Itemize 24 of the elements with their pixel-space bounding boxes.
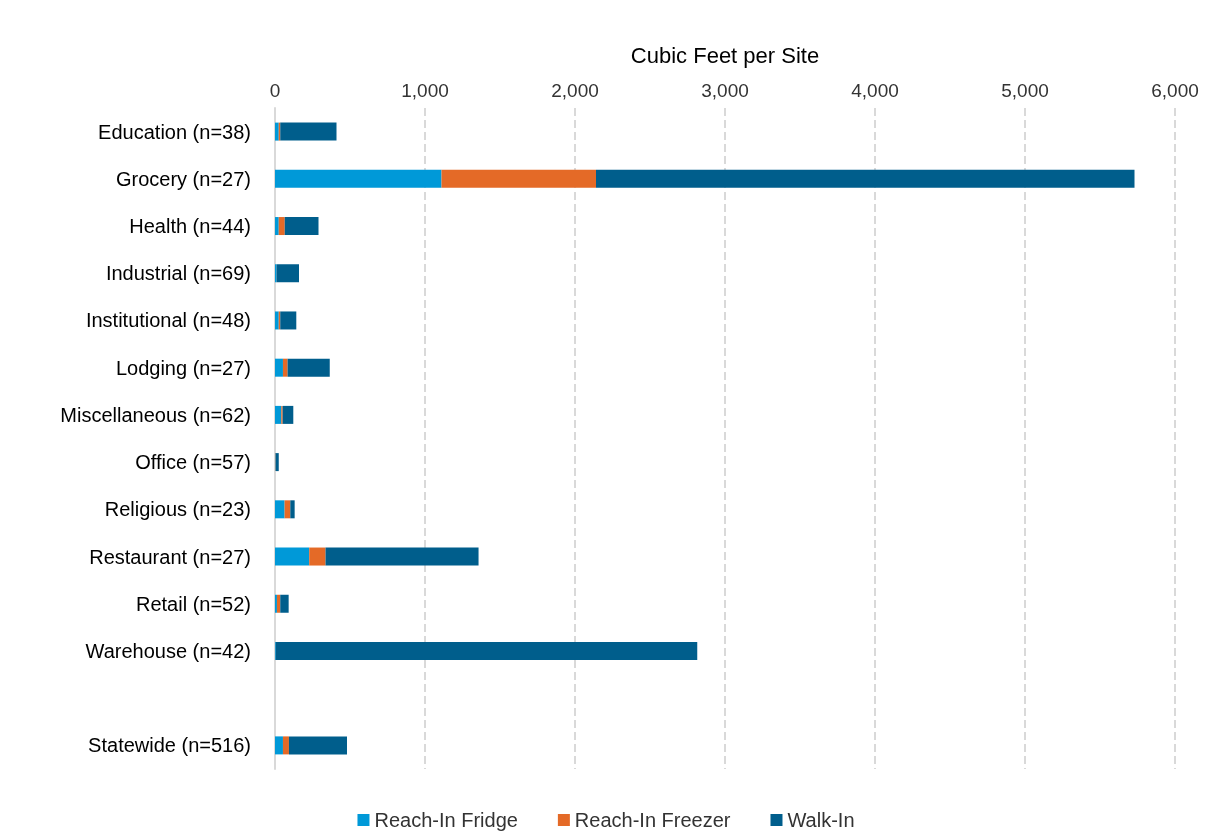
y-tick-label: Retail (n=52) [135, 592, 251, 615]
x-tick-label: 0 [269, 80, 281, 101]
y-tick-label: Statewide (n=516) [88, 734, 251, 757]
x-tick-label: 1,000 [401, 80, 449, 101]
x-tick-label: 4,000 [851, 80, 899, 101]
y-tick-label: Health (n=44) [129, 215, 251, 238]
y-tick-label: Education (n=38) [98, 120, 251, 143]
y-tick-label: Warehouse (n=42) [85, 639, 251, 662]
y-tick-label: Restaurant (n=27) [89, 545, 251, 568]
y-tick-label: Office (n=57) [135, 451, 251, 474]
y-tick-label: Institutional (n=48) [85, 309, 251, 332]
x-tick-label: 2,000 [551, 80, 599, 101]
y-tick-label: Grocery (n=27) [115, 167, 251, 190]
x-axis-title: Cubic Feet per Site [630, 42, 820, 68]
x-tick-label: 3,000 [701, 80, 749, 101]
legend-label: Reach-In Freezer [574, 809, 731, 831]
legend-label: Walk-In [787, 809, 855, 831]
y-tick-label: Religious (n=23) [104, 498, 251, 521]
y-tick-label: Industrial (n=69) [105, 262, 251, 285]
x-tick-label: 5,000 [1001, 80, 1049, 101]
y-tick-label: Lodging (n=27) [115, 356, 251, 379]
legend-label: Reach-In Fridge [374, 809, 518, 831]
y-tick-label: Miscellaneous (n=62) [60, 403, 251, 426]
x-tick-label: 6,000 [1151, 80, 1199, 101]
